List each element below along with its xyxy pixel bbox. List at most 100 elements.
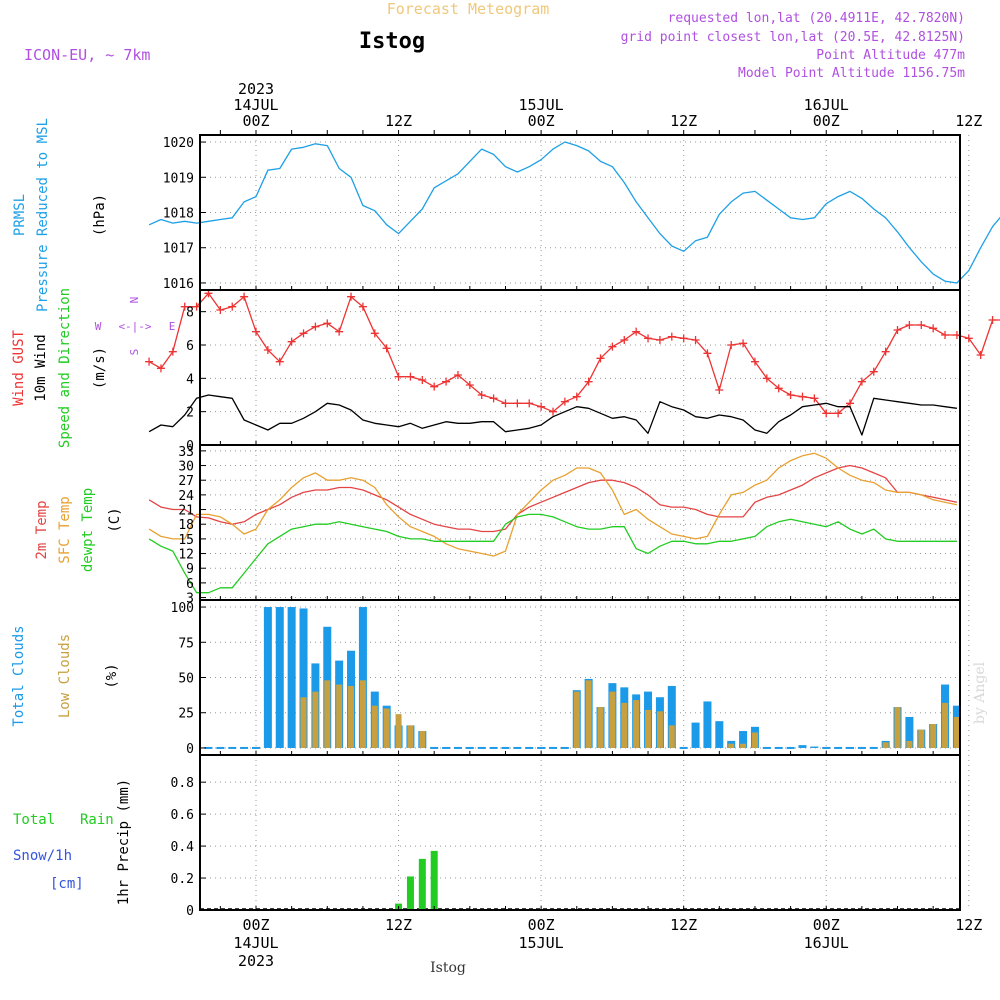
pressure-panel: [148, 141, 1000, 284]
precip-frame: [199, 754, 961, 911]
bottom-time-label: 16JUL: [804, 934, 849, 952]
top-time-label: 16JUL: [804, 96, 849, 114]
gust-marker: [715, 386, 724, 394]
wind-ytick-label: 2: [186, 406, 194, 421]
gust-marker: [917, 321, 926, 329]
temp-label-sfc: SFC Temp: [57, 496, 73, 563]
gust-marker: [501, 399, 510, 408]
gust-marker: [679, 334, 688, 343]
precip-panel: [200, 850, 960, 910]
gust-line: [148, 292, 1000, 414]
gust-marker: [477, 391, 486, 399]
temp-unit: (C): [107, 507, 123, 532]
top-time-label: 2023: [238, 80, 274, 98]
gust-marker: [145, 357, 154, 366]
clouds-unit: (%): [104, 663, 120, 688]
dewpt-line: [148, 513, 957, 594]
total-cloud-bar: [739, 731, 748, 748]
gust-marker: [976, 351, 985, 359]
low-cloud-bar: [359, 680, 366, 748]
wind-unit: (m/s): [92, 347, 108, 389]
temp-ytick-label: 12: [178, 548, 194, 563]
gust-marker: [941, 331, 950, 339]
low-cloud-bar: [751, 732, 758, 748]
gust-marker: [572, 392, 581, 401]
total-cloud-bar: [798, 745, 807, 748]
gust-marker: [869, 367, 878, 376]
wind-panel: [145, 289, 1000, 436]
clouds-label-total: Total Clouds: [11, 625, 27, 726]
low-cloud-bar: [656, 711, 663, 748]
low-cloud-bar: [395, 714, 402, 748]
rain-bar: [406, 876, 414, 910]
gust-marker: [370, 329, 379, 338]
wind-ytick-label: 4: [186, 372, 194, 387]
total-cloud-bar: [299, 608, 308, 748]
temp-ytick-label: 24: [178, 489, 194, 504]
clouds-ytick-label: 100: [171, 601, 194, 616]
gust-marker: [881, 347, 890, 356]
gust-marker: [584, 377, 593, 386]
total-cloud-bar: [905, 716, 914, 748]
sfc-temp-line: [148, 452, 958, 557]
clouds-ytick-label: 50: [178, 672, 194, 687]
rain-bar: [430, 850, 438, 910]
requested-coords: requested lon,lat (20.4911E, 42.7820N): [668, 11, 965, 26]
total-cloud-bar: [703, 701, 712, 748]
low-cloud-bar: [668, 725, 675, 748]
gust-marker: [513, 399, 522, 408]
low-cloud-bar: [740, 743, 747, 748]
total-cloud-bar: [287, 607, 296, 748]
temp-ytick-label: 15: [178, 533, 194, 548]
top-time-label: 12Z: [670, 112, 697, 130]
gust-marker: [810, 394, 819, 403]
gust-marker: [168, 347, 177, 356]
pressure-ytick-label: 1020: [163, 136, 194, 151]
compass-west: W: [95, 320, 102, 333]
gust-marker: [453, 371, 462, 379]
wind-ytick-label: 8: [186, 306, 194, 321]
panel-frames: [199, 134, 961, 911]
gust-marker: [525, 399, 534, 408]
total-cloud-bar: [667, 685, 676, 748]
gust-marker: [335, 327, 344, 336]
precip-ytick-label: 0.2: [171, 872, 194, 887]
chart-subtitle: Forecast Meteogram: [387, 0, 550, 18]
precip-ytick-label: 0.8: [171, 776, 194, 791]
bottom-time-label: 2023: [238, 952, 274, 970]
gust-marker: [323, 319, 332, 328]
top-time-label: 00Z: [242, 112, 269, 130]
gust-marker: [228, 302, 237, 311]
total-cloud-bar: [810, 746, 819, 748]
total-cloud-bar: [358, 607, 367, 748]
low-cloud-bar: [728, 743, 735, 748]
gust-marker: [727, 341, 736, 349]
pressure-label-msl: Pressure Reduced to MSL: [35, 118, 51, 312]
precip-label-cm: [cm]: [50, 876, 84, 892]
low-cloud-bar: [585, 680, 592, 748]
precip-label-total: Total: [13, 812, 55, 828]
gust-marker: [774, 384, 783, 393]
low-cloud-bar: [300, 697, 307, 748]
gust-marker: [655, 336, 664, 344]
gust-marker: [418, 376, 427, 384]
gust-marker: [299, 329, 308, 338]
bottom-time-label: 00Z: [813, 916, 840, 934]
gust-marker: [252, 327, 260, 336]
top-time-label: 12Z: [955, 112, 982, 130]
point-altitude: Point Altitude 477m: [816, 48, 965, 63]
gust-marker: [739, 339, 748, 348]
low-cloud-bar: [312, 691, 319, 748]
gust-marker: [988, 316, 997, 324]
gust-marker: [549, 407, 557, 416]
temp-ytick-label: 27: [178, 474, 194, 489]
precip-label-rain: Rain: [80, 812, 114, 828]
gust-marker: [406, 372, 415, 381]
top-time-label: 15JUL: [519, 96, 564, 114]
clouds-ytick-label: 75: [178, 636, 194, 651]
gust-marker: [703, 349, 712, 358]
gust-marker: [489, 394, 498, 403]
gust-marker: [311, 322, 320, 331]
low-cloud-bar: [621, 702, 628, 748]
low-cloud-bar: [573, 691, 580, 748]
